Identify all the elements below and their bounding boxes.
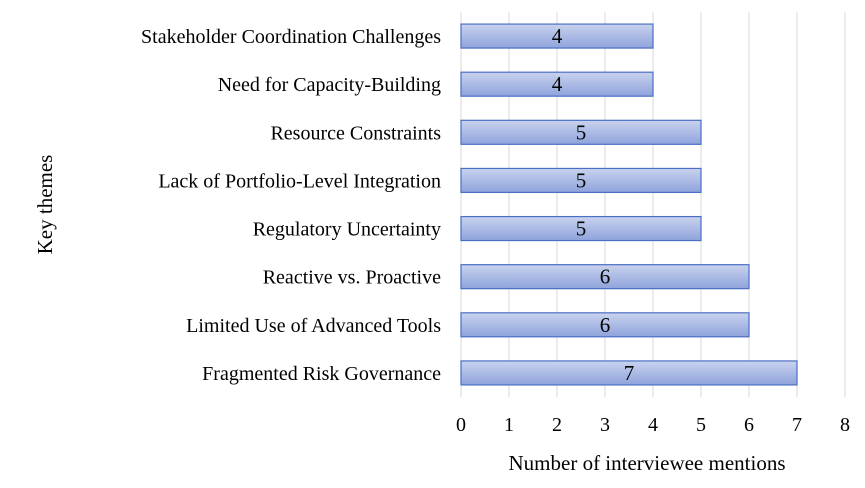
category-labels: Stakeholder Coordination Challenges Need … xyxy=(141,26,441,385)
x-tick-label: 8 xyxy=(840,414,850,436)
bar-data-label: 5 xyxy=(576,168,587,192)
bar xyxy=(460,264,750,290)
x-axis-title: Number of interviewee mentions xyxy=(509,451,786,475)
bar-data-label: 6 xyxy=(600,265,611,289)
bar xyxy=(460,167,702,194)
x-tick-label: 4 xyxy=(648,414,658,436)
bar xyxy=(460,312,750,338)
gridlines xyxy=(460,12,846,397)
category-label: Fragmented Risk Governance xyxy=(202,363,441,385)
y-axis-title: Key themes xyxy=(33,155,57,255)
category-label: Need for Capacity-Building xyxy=(218,74,441,96)
bar xyxy=(460,360,798,386)
x-tick-label: 2 xyxy=(552,414,562,436)
bar xyxy=(460,23,654,49)
bar-data-label: 4 xyxy=(552,24,563,48)
bar-data-label: 7 xyxy=(624,361,635,385)
category-label: Reactive vs. Proactive xyxy=(263,267,441,289)
x-tick-label: 3 xyxy=(600,414,610,436)
x-tick-label: 1 xyxy=(504,414,514,436)
x-tick-label: 7 xyxy=(792,414,802,436)
bars xyxy=(460,23,798,386)
x-axis-ticks: 0 1 2 3 4 5 6 7 8 xyxy=(456,414,850,436)
bar-data-label: 5 xyxy=(576,120,587,144)
category-label: Limited Use of Advanced Tools xyxy=(186,315,441,337)
category-label: Lack of Portfolio-Level Integration xyxy=(158,170,441,192)
category-label: Regulatory Uncertainty xyxy=(253,219,441,241)
bar xyxy=(460,71,654,97)
category-label: Resource Constraints xyxy=(270,122,441,144)
x-tick-label: 5 xyxy=(696,414,706,436)
x-tick-label: 6 xyxy=(744,414,754,436)
bar-data-label: 4 xyxy=(552,72,563,96)
bar xyxy=(460,215,702,242)
bar xyxy=(460,119,702,145)
x-tick-label: 0 xyxy=(456,414,466,436)
category-label: Stakeholder Coordination Challenges xyxy=(141,26,441,48)
bar-data-label: 5 xyxy=(576,217,587,241)
bar-data-label: 6 xyxy=(600,313,611,337)
